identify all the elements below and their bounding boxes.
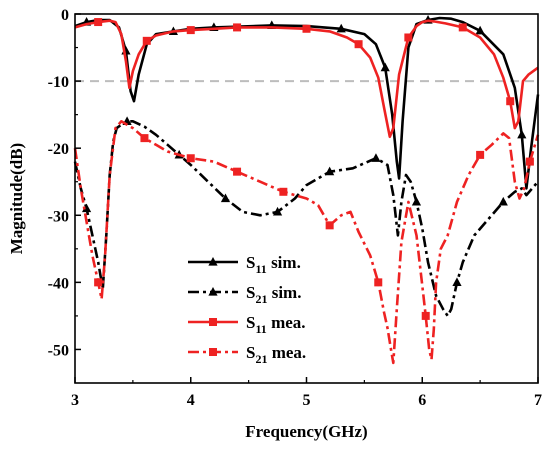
- x-tick-label: 4: [187, 392, 195, 409]
- y-tick-label: -50: [48, 342, 69, 359]
- legend-entry-label: S21 sim.: [246, 283, 301, 306]
- x-tick-label: 5: [303, 392, 311, 409]
- data-point: [233, 167, 242, 176]
- legend-marker: [208, 287, 218, 296]
- data-point: [517, 129, 527, 139]
- y-tick-label: -40: [48, 275, 69, 292]
- data-point: [404, 33, 413, 42]
- series-s11-mea: [74, 18, 539, 139]
- legend: S11 sim. S21 sim. S11 mea. S21 mea.: [188, 253, 306, 366]
- data-point: [371, 153, 381, 162]
- data-point: [325, 166, 335, 176]
- legend-marker: [208, 257, 218, 266]
- data-point: [458, 23, 467, 32]
- legend-marker: [209, 318, 217, 326]
- y-axis-title: Magnitude(dB): [7, 143, 26, 254]
- series-line: [73, 120, 539, 318]
- x-axis-title: Frequency(GHz): [245, 422, 367, 441]
- data-point: [421, 311, 430, 320]
- legend-entry-label: S11 mea.: [246, 313, 306, 336]
- data-point: [411, 196, 422, 206]
- data-point: [279, 187, 288, 196]
- data-point: [142, 36, 151, 45]
- data-point: [374, 278, 383, 287]
- ticks-layer: 3 4 5 6 7 0 -10 -20 -30 -40 -50: [48, 7, 542, 409]
- y-tick-label: -30: [48, 208, 69, 225]
- data-point: [475, 25, 485, 35]
- data-point: [498, 196, 508, 206]
- series-line: [74, 16, 540, 190]
- x-tick-label: 7: [534, 392, 542, 409]
- data-point: [233, 23, 242, 32]
- data-point: [94, 18, 103, 27]
- data-point: [186, 154, 195, 163]
- data-point: [452, 277, 462, 286]
- legend-entry-label: S11 sim.: [246, 253, 301, 276]
- data-point: [302, 24, 311, 33]
- data-point: [336, 23, 346, 33]
- data-point: [476, 150, 485, 159]
- series-line: [74, 19, 539, 139]
- data-point: [140, 134, 149, 143]
- data-point: [325, 221, 334, 230]
- y-tick-label: -20: [48, 141, 69, 158]
- data-point: [272, 206, 283, 216]
- data-point: [380, 62, 390, 72]
- legend-marker: [209, 348, 217, 356]
- y-tick-label: -10: [48, 74, 69, 91]
- series-layer: [73, 15, 540, 365]
- data-point: [186, 26, 195, 35]
- data-point: [354, 40, 363, 49]
- data-point: [94, 278, 103, 287]
- series-s21-sim: [73, 116, 539, 318]
- data-point: [525, 157, 534, 166]
- x-tick-label: 6: [418, 392, 426, 409]
- data-point: [220, 193, 231, 203]
- x-tick-label: 3: [71, 392, 79, 409]
- data-point: [506, 97, 515, 106]
- y-tick-label: 0: [61, 7, 69, 24]
- data-point: [81, 203, 92, 213]
- legend-entry-label: S21 mea.: [246, 343, 306, 366]
- series-line: [73, 120, 540, 365]
- series-s21-mea: [73, 120, 540, 365]
